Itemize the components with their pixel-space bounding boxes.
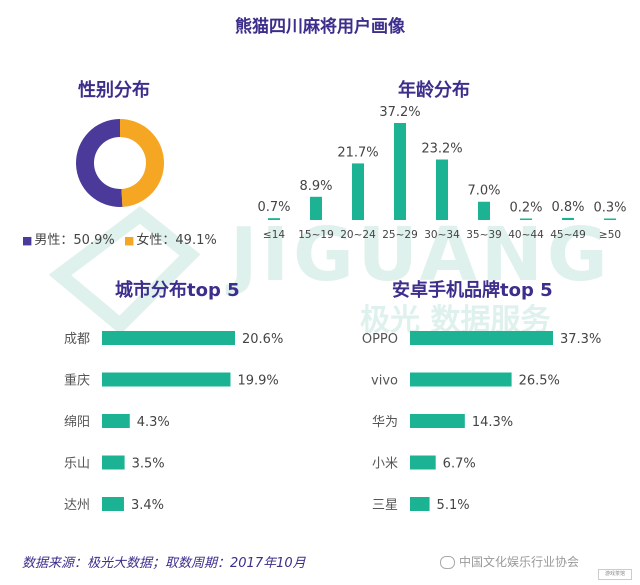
brand-value-label: 37.3% xyxy=(560,332,601,347)
brand-bar-3 xyxy=(410,455,436,470)
age-value-label: 7.0% xyxy=(467,184,500,199)
city-value-label: 19.9% xyxy=(237,374,278,389)
city-category-label: 成都 xyxy=(64,332,90,347)
age-value-label: 0.8% xyxy=(551,200,584,215)
corner-logo: 游戏茶馆 xyxy=(598,569,632,580)
age-tick-label: ≥50 xyxy=(599,229,621,241)
donut-slice-女性 xyxy=(120,119,165,207)
age-bar-4 xyxy=(436,159,448,220)
brand-category-label: vivo xyxy=(371,374,398,389)
city-bar-4 xyxy=(102,497,124,511)
brand-category-label: 三星 xyxy=(372,498,398,513)
legend-female-label: 女性：49.1% xyxy=(136,233,217,248)
brand-value-label: 14.3% xyxy=(472,415,513,430)
legend-male-label: 男性：50.9% xyxy=(34,233,115,248)
age-value-label: 23.2% xyxy=(421,142,462,157)
age-value-label: 0.3% xyxy=(593,201,626,216)
age-bar-chart: 0.7% ≤14 8.9% 15~19 21.7% 20~24 37.2% 25~29 23.2… xyxy=(257,105,626,241)
legend-male: ■ 男性：50.9% xyxy=(22,229,115,248)
city-category-label: 达州 xyxy=(64,498,90,513)
age-value-label: 21.7% xyxy=(337,145,378,160)
legend-female: ■ 女性：49.1% xyxy=(124,229,217,248)
city-value-label: 3.4% xyxy=(131,498,164,513)
age-value-label: 0.2% xyxy=(509,201,542,216)
gender-donut-chart xyxy=(76,119,165,207)
age-tick-label: 40~44 xyxy=(508,229,544,241)
wechat-account-name: 中国文化娱乐行业协会 xyxy=(459,555,580,569)
brand-bar-2 xyxy=(410,414,465,428)
wechat-watermark: 中国文化娱乐行业协会 xyxy=(440,553,579,570)
city-category-label: 乐山 xyxy=(64,457,90,472)
age-tick-label: 20~24 xyxy=(340,229,376,241)
donut-slice-男性 xyxy=(76,119,123,207)
city-bar-2 xyxy=(102,414,130,428)
age-title: 年龄分布 xyxy=(398,80,470,101)
gender-title: 性别分布 xyxy=(78,80,150,101)
age-bar-3 xyxy=(394,123,406,220)
brand-bar-4 xyxy=(410,497,430,511)
data-source-note: 数据来源：极光大数据；取数周期：2017年10月 xyxy=(22,556,306,571)
age-bar-8 xyxy=(604,218,616,220)
age-bar-5 xyxy=(478,201,490,220)
city-bar-1 xyxy=(102,372,231,387)
age-bar-6 xyxy=(520,218,532,220)
brand-value-label: 5.1% xyxy=(437,498,470,513)
brand-bar-0 xyxy=(410,331,553,345)
age-tick-label: 30~34 xyxy=(424,229,460,241)
city-category-label: 绵阳 xyxy=(64,415,90,430)
age-bar-2 xyxy=(352,163,364,220)
city-bar-0 xyxy=(102,331,235,345)
age-tick-label: 45~49 xyxy=(550,229,586,241)
city-category-label: 重庆 xyxy=(64,373,90,389)
city-bar-chart: 成都 20.6% 重庆 19.9% 绵阳 4.3% 乐山 3.5% 达州 3.4% xyxy=(64,331,283,513)
city-value-label: 3.5% xyxy=(132,457,165,472)
brand-category-label: 小米 xyxy=(372,457,398,472)
city-bar-3 xyxy=(102,455,125,470)
wechat-icon xyxy=(440,556,455,569)
brand-bar-chart: OPPO 37.3% vivo 26.5% 华为 14.3% 小米 6.7% 三星 5.1% xyxy=(362,331,601,513)
brand-title: 安卓手机品牌top 5 xyxy=(392,280,553,301)
age-tick-label: ≤14 xyxy=(263,229,285,241)
city-value-label: 4.3% xyxy=(137,415,170,430)
age-tick-label: 35~39 xyxy=(466,229,502,241)
city-title: 城市分布top 5 xyxy=(115,280,240,301)
brand-category-label: 华为 xyxy=(372,415,398,430)
brand-value-label: 26.5% xyxy=(519,374,560,389)
age-bar-7 xyxy=(562,217,574,220)
city-value-label: 20.6% xyxy=(242,332,283,347)
age-tick-label: 25~29 xyxy=(382,229,418,241)
age-tick-label: 15~19 xyxy=(298,229,334,241)
age-bar-1 xyxy=(310,196,322,220)
brand-category-label: OPPO xyxy=(362,332,398,347)
age-value-label: 37.2% xyxy=(379,105,420,120)
male-swatch-icon: ■ xyxy=(22,234,33,247)
age-bar-0 xyxy=(268,218,280,220)
age-value-label: 0.7% xyxy=(257,200,290,215)
brand-bar-1 xyxy=(410,372,512,387)
brand-value-label: 6.7% xyxy=(443,457,476,472)
page-title: 熊猫四川麻将用户画像 xyxy=(235,17,405,37)
female-swatch-icon: ■ xyxy=(124,234,135,247)
age-value-label: 8.9% xyxy=(299,179,332,194)
